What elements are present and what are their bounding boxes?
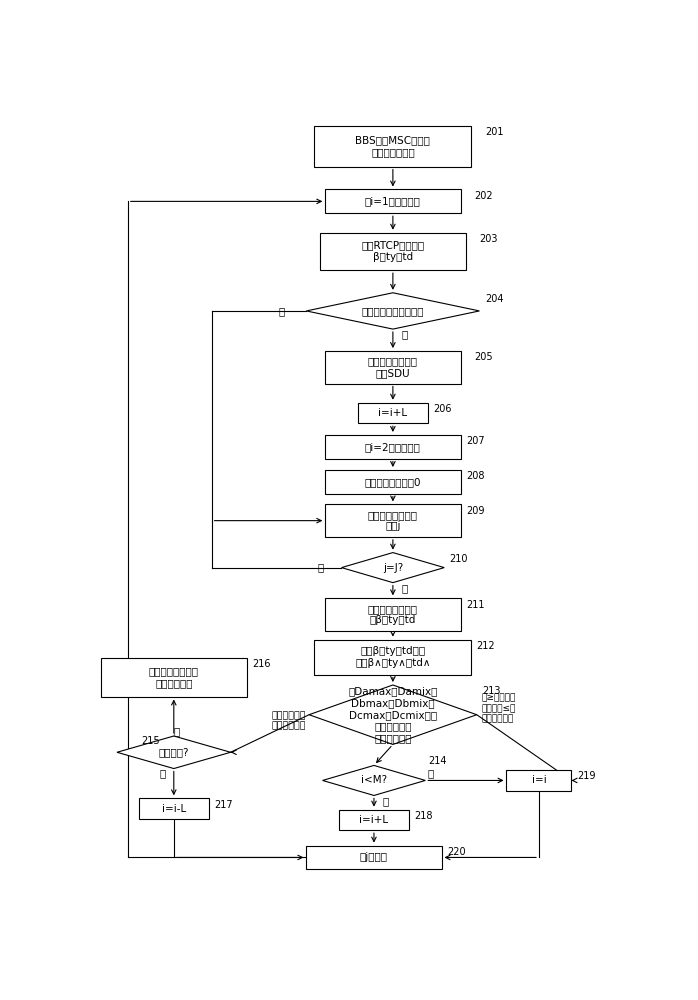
Text: 否: 否 [279, 306, 285, 316]
Text: 将各门限值设置为0: 将各门限值设置为0 [364, 477, 421, 487]
Text: 提取各告警消息中
的β、ty、td: 提取各告警消息中 的β、ty、td [368, 604, 418, 625]
Text: i=i: i=i [532, 775, 547, 785]
Text: i=i-L: i=i-L [162, 804, 186, 814]
Text: 202: 202 [474, 191, 493, 201]
Polygon shape [309, 685, 477, 744]
Text: 产生告警消息，上
报给SDU: 产生告警消息，上 报给SDU [368, 356, 418, 378]
Text: 将各指标的门限值
设置为预设值: 将各指标的门限值 设置为预设值 [149, 666, 199, 688]
Polygon shape [322, 765, 425, 795]
Text: 207: 207 [466, 436, 484, 446]
Text: i<M?: i<M? [361, 775, 387, 785]
Polygon shape [341, 553, 444, 583]
Text: 201: 201 [485, 127, 503, 137]
FancyBboxPatch shape [101, 658, 247, 697]
Text: 215: 215 [142, 736, 160, 746]
Text: 203: 203 [480, 234, 498, 244]
FancyBboxPatch shape [325, 351, 461, 384]
Text: i=i+L: i=i+L [359, 815, 389, 825]
Text: 211: 211 [466, 600, 484, 610]
Text: 209: 209 [466, 506, 484, 516]
Text: 是: 是 [173, 726, 179, 736]
Text: 是: 是 [383, 796, 389, 806]
Text: 218: 218 [415, 811, 433, 821]
Text: j=J?: j=J? [383, 563, 403, 573]
Text: 与Damax、Damix、
Dbmax、Dbmix、
Dcmax、Dcmix比较
有指标大于相
应的最大阈值: 与Damax、Damix、 Dbmax、Dbmix、 Dcmax、Dcmix比较… [348, 687, 438, 743]
Text: 205: 205 [474, 352, 493, 362]
FancyBboxPatch shape [325, 470, 461, 494]
Text: 否: 否 [428, 768, 434, 778]
Text: 208: 208 [466, 471, 484, 481]
Text: 216: 216 [252, 659, 271, 669]
Text: BBS收到MSC支持的
最大打包帧个数: BBS收到MSC支持的 最大打包帧个数 [355, 135, 431, 157]
Text: 210: 210 [450, 554, 468, 564]
Text: 212: 212 [477, 641, 496, 651]
FancyBboxPatch shape [325, 435, 461, 459]
Text: 将j值清零: 将j值清零 [360, 852, 388, 862]
FancyBboxPatch shape [357, 403, 428, 423]
FancyBboxPatch shape [314, 126, 471, 167]
Text: i=i+L: i=i+L [378, 408, 408, 418]
FancyBboxPatch shape [320, 233, 466, 270]
Text: 计算β、ty、td的平
均值β∧、ty∧、td∧: 计算β、ty、td的平 均值β∧、ty∧、td∧ [355, 646, 431, 668]
FancyBboxPatch shape [325, 504, 461, 537]
Text: 217: 217 [214, 800, 233, 810]
Text: 累计接收到的告警
个数j: 累计接收到的告警 个数j [368, 510, 418, 531]
Polygon shape [117, 736, 230, 769]
Text: 204: 204 [485, 294, 503, 304]
FancyBboxPatch shape [139, 798, 209, 819]
Text: 219: 219 [577, 771, 595, 781]
Text: 206: 206 [433, 404, 452, 414]
Text: 是: 是 [401, 583, 408, 593]
Text: 以i=2打包语音帧: 以i=2打包语音帧 [365, 442, 421, 452]
Text: 均≥相应的最
小阈值且≤相
应的最大阈值: 均≥相应的最 小阈值且≤相 应的最大阈值 [481, 694, 515, 723]
Text: 否: 否 [318, 563, 324, 573]
Text: 否: 否 [160, 769, 166, 779]
Text: 拥塞解除?: 拥塞解除? [158, 747, 189, 757]
FancyBboxPatch shape [325, 189, 461, 213]
Text: 220: 220 [447, 847, 466, 857]
FancyBboxPatch shape [339, 810, 409, 830]
Text: 提取RTCP报文中的
β、ty、td: 提取RTCP报文中的 β、ty、td [362, 241, 424, 262]
FancyBboxPatch shape [507, 770, 572, 791]
Polygon shape [306, 293, 480, 329]
Text: 以i=1打包语音帧: 以i=1打包语音帧 [365, 196, 421, 206]
Text: 213: 213 [482, 686, 500, 696]
Text: 是: 是 [401, 329, 408, 339]
Text: 214: 214 [428, 756, 447, 766]
FancyBboxPatch shape [325, 598, 461, 631]
FancyBboxPatch shape [306, 846, 442, 869]
FancyBboxPatch shape [314, 640, 471, 675]
Text: 有指标小于相
应的最小阈值: 有指标小于相 应的最小阈值 [272, 711, 306, 731]
Text: 有值大于相应的门限值: 有值大于相应的门限值 [362, 306, 424, 316]
